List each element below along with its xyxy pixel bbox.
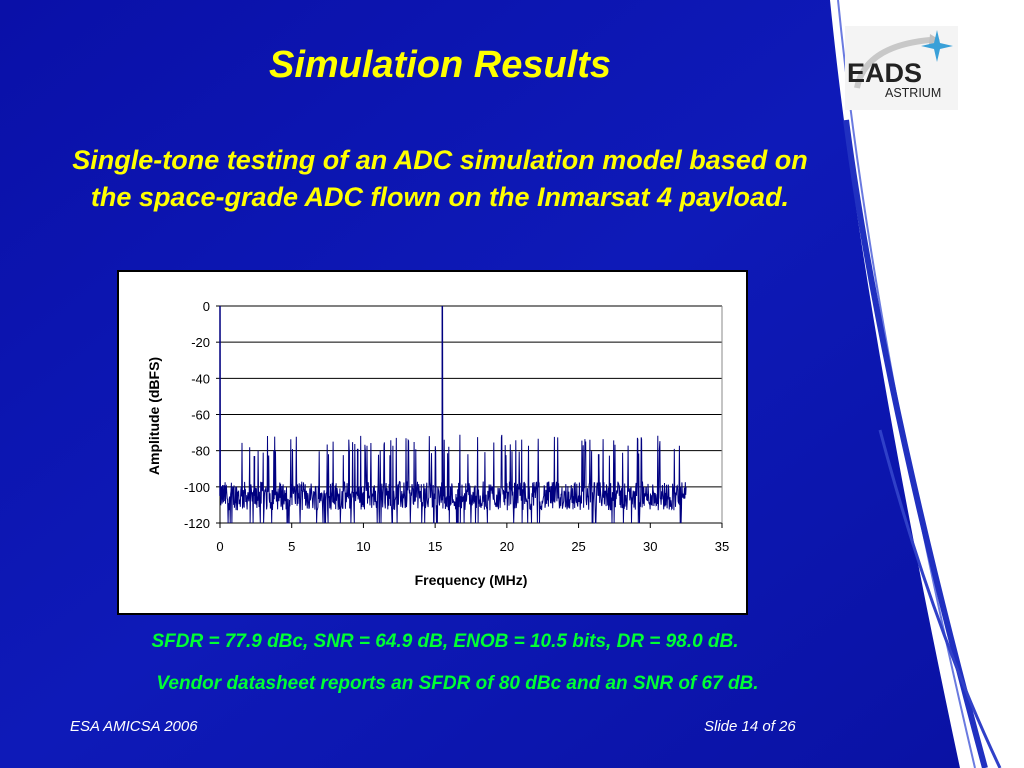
footer-event: ESA AMICSA 2006: [70, 718, 198, 735]
y-tick-label: -80: [191, 444, 210, 459]
y-tick-label: 0: [203, 299, 210, 314]
chart-container: 0 -20 -40 -60 -80 -100 -120 0 5 10 15 20 25 30 35 Fre…: [117, 270, 748, 615]
y-tick-label: -60: [191, 408, 210, 423]
x-tick-label: 0: [216, 539, 223, 554]
x-tick-label: 10: [356, 539, 370, 554]
spectrum-chart: 0 -20 -40 -60 -80 -100 -120 0 5 10 15 20 25 30 35 Fre…: [146, 299, 729, 588]
y-tick-label: -20: [191, 335, 210, 350]
eads-astrium-logo: EADS ASTRIUM: [845, 26, 958, 110]
vendor-comparison: Vendor datasheet reports an SFDR of 80 d…: [156, 673, 759, 694]
y-tick-label: -100: [184, 480, 210, 495]
results-summary: SFDR = 77.9 dBc, SNR = 64.9 dB, ENOB = 1…: [151, 631, 739, 652]
spectrum-trace: [219, 305, 687, 524]
slide-subtitle: Single-tone testing of an ADC simulation…: [72, 145, 808, 212]
slide-number: Slide 14 of 26: [704, 718, 796, 735]
y-tick-label: -40: [191, 371, 210, 386]
slide-title: Simulation Results: [268, 44, 612, 86]
x-axis-label: Frequency (MHz): [415, 572, 528, 588]
x-tick-label: 25: [571, 539, 585, 554]
y-axis-label: Amplitude (dBFS): [146, 357, 162, 475]
svg-text:ASTRIUM: ASTRIUM: [885, 86, 941, 100]
x-tick-label: 15: [428, 539, 442, 554]
x-tick-label: 35: [715, 539, 729, 554]
y-tick-label: -120: [184, 516, 210, 531]
x-tick-label: 30: [643, 539, 657, 554]
x-tick-label: 20: [500, 539, 514, 554]
svg-text:EADS: EADS: [847, 58, 922, 88]
x-tick-label: 5: [288, 539, 295, 554]
